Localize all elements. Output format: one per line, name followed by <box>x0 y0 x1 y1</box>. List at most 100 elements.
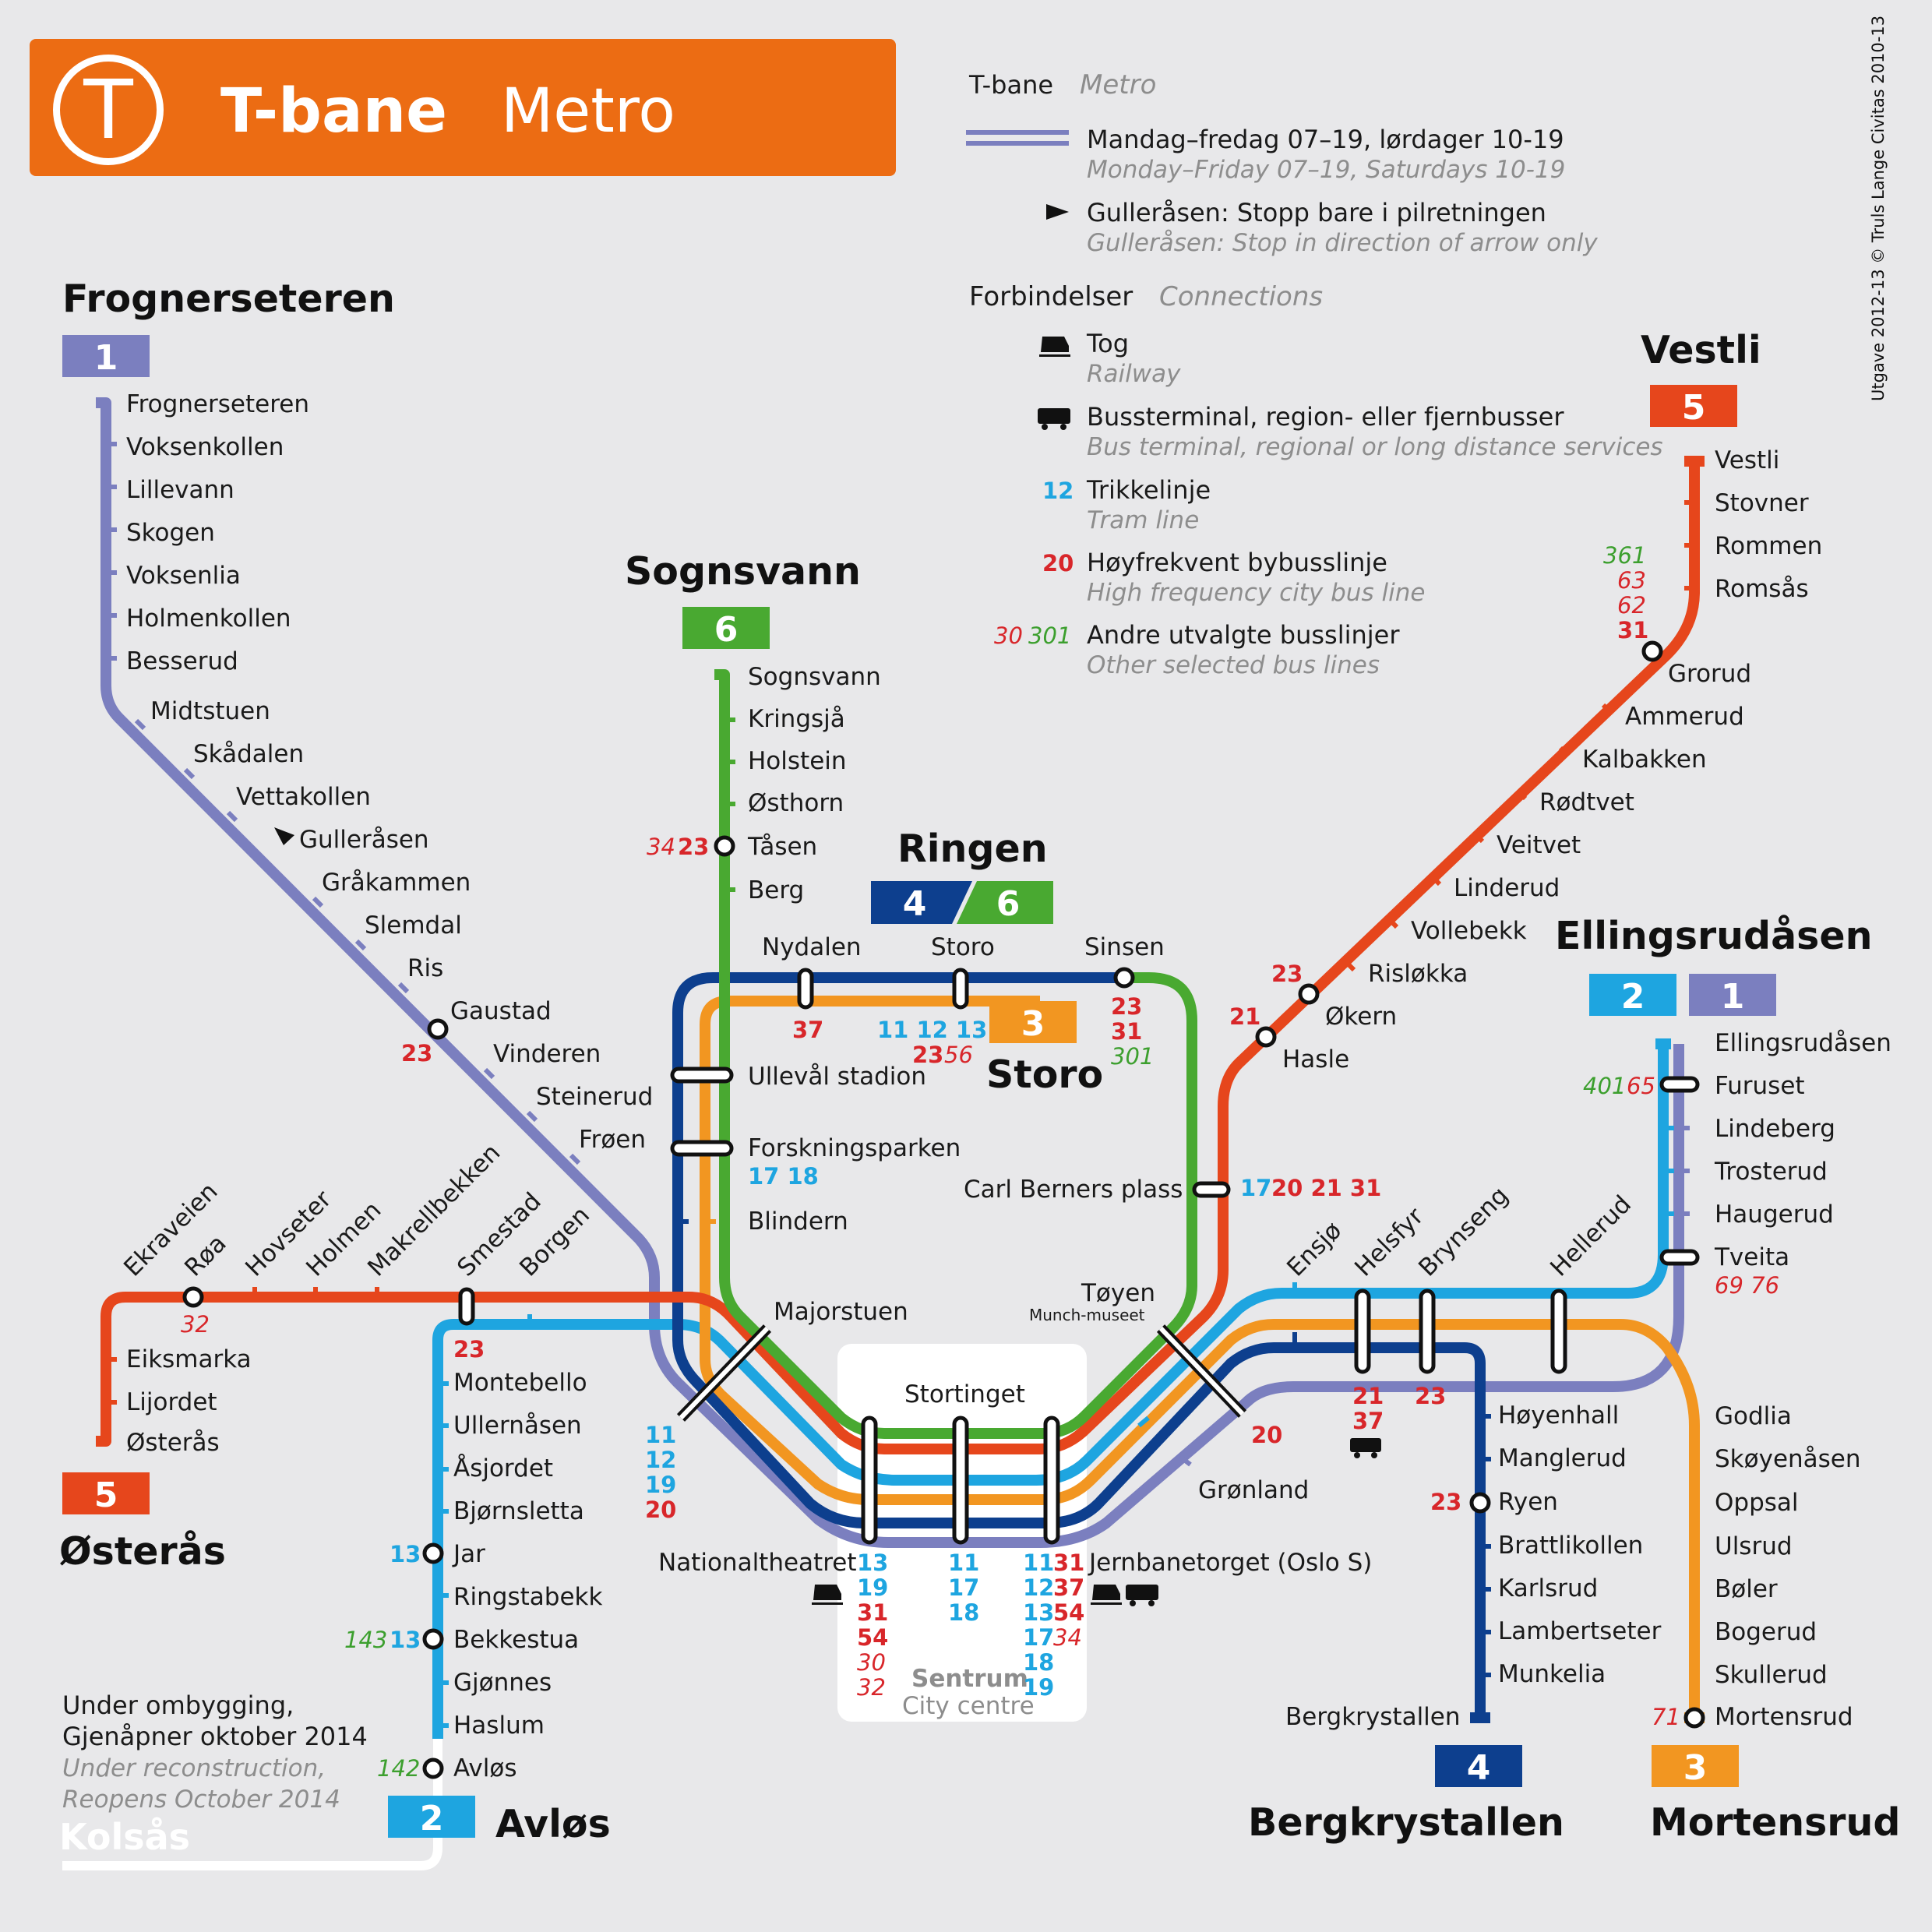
svg-text:3: 3 <box>1683 1748 1708 1788</box>
svg-text:5: 5 <box>94 1475 118 1515</box>
svg-text:Gulleråsen: Gulleråsen <box>299 826 429 854</box>
svg-text:Haugerud: Haugerud <box>1715 1200 1834 1229</box>
terminal-osteras: Østerås <box>59 1529 226 1574</box>
svg-text:13: 13 <box>857 1549 888 1576</box>
svg-text:Gulleråsen: Stop in direction: Gulleråsen: Stop in direction of arrow o… <box>1087 229 1598 257</box>
svg-text:Skådalen: Skådalen <box>193 740 304 768</box>
svg-text:Blindern: Blindern <box>748 1208 848 1236</box>
svg-text:Ullernåsen: Ullernåsen <box>453 1412 582 1440</box>
svg-text:Carl Berners plass: Carl Berners plass <box>964 1176 1183 1204</box>
svg-text:Ulsrud: Ulsrud <box>1715 1532 1793 1560</box>
svg-text:21: 21 <box>1229 1003 1260 1030</box>
svg-text:Ris: Ris <box>407 954 443 982</box>
svg-text:19: 19 <box>857 1574 888 1601</box>
svg-text:Other selected bus lines: Other selected bus lines <box>1087 651 1380 679</box>
svg-text:Midtstuen: Midtstuen <box>150 697 270 725</box>
rail-icon <box>1091 1585 1122 1605</box>
svg-text:Tog: Tog <box>1086 329 1129 358</box>
svg-text:12: 12 <box>1023 1574 1054 1601</box>
svg-text:Nationaltheatret: Nationaltheatret <box>658 1549 857 1577</box>
svg-text:13: 13 <box>390 1627 421 1653</box>
svg-text:Storo: Storo <box>931 933 995 961</box>
svg-text:Avløs: Avløs <box>453 1754 516 1782</box>
svg-text:Ringstabekk: Ringstabekk <box>453 1583 602 1611</box>
svg-text:City centre: City centre <box>902 1692 1035 1720</box>
svg-text:Monday–Friday 07–19, Saturdays: Monday–Friday 07–19, Saturdays 10-19 <box>1087 156 1565 184</box>
svg-text:65: 65 <box>1627 1073 1655 1099</box>
gullerasen-arrow-icon <box>274 827 294 845</box>
line-badges: 1 6 4 6 5 2 1 3 5 2 4 3 <box>62 335 1776 1839</box>
svg-text:21: 21 <box>1352 1383 1384 1409</box>
svg-text:Munkelia: Munkelia <box>1498 1660 1606 1688</box>
svg-text:2: 2 <box>420 1799 444 1839</box>
svg-text:Trosterud: Trosterud <box>1714 1158 1828 1186</box>
svg-text:High frequency city bus line: High frequency city bus line <box>1087 579 1425 607</box>
svg-text:Veitvet: Veitvet <box>1497 831 1581 859</box>
svg-text:34: 34 <box>1053 1624 1082 1651</box>
svg-text:Østhorn: Østhorn <box>748 789 844 817</box>
svg-text:Rommen: Rommen <box>1715 532 1822 560</box>
svg-text:Østerås: Østerås <box>126 1429 220 1457</box>
svg-text:Steinerud: Steinerud <box>536 1083 653 1111</box>
svg-text:Stovner: Stovner <box>1715 489 1809 517</box>
svg-text:Lindeberg: Lindeberg <box>1715 1115 1835 1143</box>
svg-text:17 18: 17 18 <box>748 1163 819 1190</box>
terminal-kolsas: Kolsås <box>59 1816 190 1858</box>
svg-text:Jar: Jar <box>452 1540 485 1568</box>
svg-text:Andre utvalgte busslinjer: Andre utvalgte busslinjer <box>1087 620 1400 650</box>
svg-text:4: 4 <box>903 884 927 924</box>
header-title-no: T-bane <box>220 76 448 146</box>
svg-text:Voksenkollen: Voksenkollen <box>126 433 284 461</box>
svg-text:Oppsal: Oppsal <box>1715 1489 1799 1517</box>
rail-icon <box>1039 337 1070 357</box>
bus-icon <box>1038 408 1070 430</box>
svg-text:32: 32 <box>181 1311 210 1338</box>
svg-text:5: 5 <box>1682 388 1706 428</box>
svg-text:Eiksmarka: Eiksmarka <box>126 1345 252 1373</box>
svg-text:Slemdal: Slemdal <box>365 911 462 940</box>
svg-text:12: 12 <box>1042 478 1074 504</box>
svg-text:23: 23 <box>1111 993 1142 1020</box>
svg-text:Vettakollen: Vettakollen <box>236 783 371 811</box>
svg-text:Gulleråsen: Stopp bare i pilre: Gulleråsen: Stopp bare i pilretningen <box>1087 198 1546 227</box>
svg-text:Hasle: Hasle <box>1282 1045 1349 1074</box>
svg-text:17: 17 <box>1240 1175 1271 1201</box>
svg-text:Helsfyr: Helsfyr <box>1349 1202 1429 1282</box>
svg-text:Forbindelser: Forbindelser <box>969 281 1133 312</box>
svg-text:Jernbanetorget (Oslo S): Jernbanetorget (Oslo S) <box>1088 1549 1372 1577</box>
svg-text:Lillevann: Lillevann <box>126 476 234 504</box>
svg-text:Stortinget: Stortinget <box>904 1380 1025 1408</box>
header-banner: T T-bane Metro <box>30 39 896 176</box>
svg-text:Sentrum: Sentrum <box>911 1665 1028 1693</box>
svg-text:Holmenkollen: Holmenkollen <box>126 605 291 633</box>
svg-text:Bus terminal, regional or long: Bus terminal, regional or long distance … <box>1087 433 1663 461</box>
svg-text:Mandag–fredag 07–19, lørdager: Mandag–fredag 07–19, lørdager 10-19 <box>1087 125 1564 154</box>
svg-text:20 21 31: 20 21 31 <box>1271 1175 1381 1201</box>
terminal-avlos: Avløs <box>495 1802 611 1846</box>
svg-text:69 76: 69 76 <box>1715 1272 1779 1299</box>
svg-text:31: 31 <box>1111 1018 1142 1045</box>
svg-text:Besserud: Besserud <box>126 647 238 675</box>
svg-text:Railway: Railway <box>1087 360 1181 388</box>
svg-text:Skøyenåsen: Skøyenåsen <box>1715 1445 1861 1473</box>
svg-text:Kringsjå: Kringsjå <box>748 705 845 733</box>
svg-text:23: 23 <box>453 1336 485 1363</box>
svg-text:Sognsvann: Sognsvann <box>748 663 881 691</box>
svg-text:13: 13 <box>390 1541 421 1567</box>
svg-text:23: 23 <box>1430 1489 1461 1515</box>
terminal-ellingsrudasen: Ellingsrudåsen <box>1555 914 1872 958</box>
svg-text:Lambertseter: Lambertseter <box>1498 1617 1662 1645</box>
svg-text:Risløkka: Risløkka <box>1368 960 1468 988</box>
svg-text:Bøler: Bøler <box>1715 1575 1778 1603</box>
svg-text:Reopens October 2014: Reopens October 2014 <box>62 1786 340 1814</box>
svg-text:37: 37 <box>792 1017 823 1043</box>
svg-text:6: 6 <box>714 610 739 650</box>
svg-text:Høyenhall: Høyenhall <box>1498 1401 1619 1430</box>
svg-text:Frøen: Frøen <box>579 1126 646 1154</box>
svg-text:Mortensrud: Mortensrud <box>1715 1703 1853 1731</box>
svg-text:62: 62 <box>1617 592 1646 619</box>
svg-text:Gaustad: Gaustad <box>450 997 552 1025</box>
svg-text:143: 143 <box>344 1627 387 1653</box>
svg-text:20: 20 <box>1042 550 1074 576</box>
